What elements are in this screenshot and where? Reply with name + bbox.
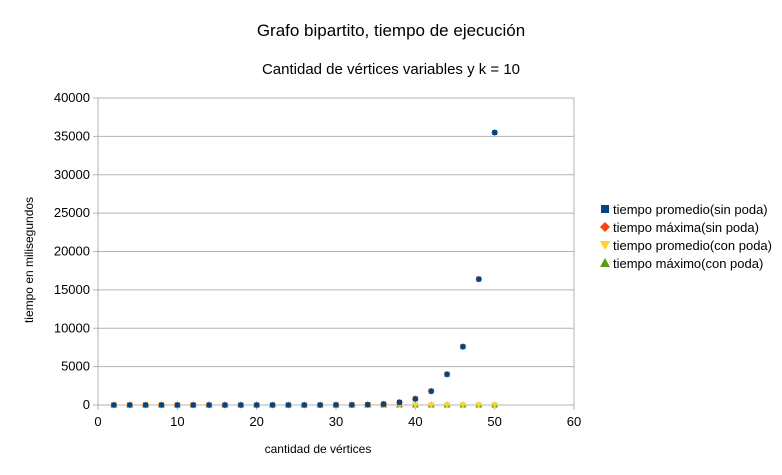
legend-marker-icon: [600, 241, 610, 250]
data-point: [222, 402, 228, 408]
y-tick-label: 20000: [54, 244, 90, 259]
chart-subtitle: Cantidad de vértices variables y k = 10: [262, 61, 520, 78]
data-point: [285, 402, 291, 408]
data-point: [396, 399, 402, 405]
x-tick-label: 10: [170, 414, 184, 429]
data-point: [459, 402, 467, 409]
y-tick-label: 10000: [54, 320, 90, 335]
legend-marker-icon: [600, 258, 610, 267]
x-tick-label: 0: [94, 414, 101, 429]
legend-marker-icon: [601, 205, 609, 213]
data-point: [411, 402, 419, 409]
y-tick-label: 15000: [54, 282, 90, 297]
y-tick-label: 30000: [54, 167, 90, 182]
x-axis-label: cantidad de vértices: [265, 442, 372, 456]
data-point: [444, 371, 450, 377]
data-point: [238, 402, 244, 408]
legend-label: tiempo máxima(sin poda): [613, 220, 759, 235]
data-point: [127, 402, 133, 408]
data-point: [206, 402, 212, 408]
y-tick-label: 35000: [54, 128, 90, 143]
x-axis-ticks: 0 10 20 30 40 50 60: [94, 405, 581, 429]
data-point: [254, 402, 260, 408]
y-axis-ticks: 0 5000 10000 15000 20000 25000 30000 35000 40000: [54, 90, 98, 412]
x-tick-label: 40: [408, 414, 422, 429]
legend-label: tiempo promedio(con poda): [613, 238, 772, 253]
data-point: [491, 402, 499, 409]
data-point: [443, 402, 451, 409]
x-tick-label: 60: [567, 414, 581, 429]
data-point: [427, 402, 435, 409]
x-tick-label: 20: [249, 414, 263, 429]
legend-label: tiempo máximo(con poda): [613, 256, 763, 271]
legend-label: tiempo promedio(sin poda): [613, 202, 768, 217]
data-points: [110, 129, 499, 409]
data-point: [333, 402, 339, 408]
data-point: [143, 402, 149, 408]
x-tick-label: 50: [487, 414, 501, 429]
legend: tiempo promedio(sin poda) tiempo máxima(s…: [600, 202, 772, 271]
data-point: [349, 402, 355, 408]
data-point: [412, 396, 418, 402]
data-point: [190, 402, 196, 408]
legend-marker-icon: [600, 222, 610, 232]
data-point: [317, 402, 323, 408]
data-point: [158, 402, 164, 408]
x-tick-label: 30: [329, 414, 343, 429]
data-point: [270, 402, 276, 408]
data-point: [428, 388, 434, 394]
data-point: [475, 402, 483, 409]
data-point: [381, 401, 387, 407]
data-point: [301, 402, 307, 408]
grid-lines: [98, 97, 574, 406]
y-tick-label: 40000: [54, 90, 90, 105]
data-point: [492, 130, 498, 136]
data-point: [174, 402, 180, 408]
data-point: [365, 402, 371, 408]
y-tick-label: 25000: [54, 205, 90, 220]
y-tick-label: 5000: [61, 359, 90, 374]
data-point: [111, 402, 117, 408]
chart-title: Grafo bipartito, tiempo de ejecución: [257, 21, 525, 40]
y-tick-label: 0: [83, 397, 90, 412]
data-point: [476, 276, 482, 282]
y-axis-label: tiempo en milisegundos: [22, 197, 36, 323]
data-point: [460, 344, 466, 350]
